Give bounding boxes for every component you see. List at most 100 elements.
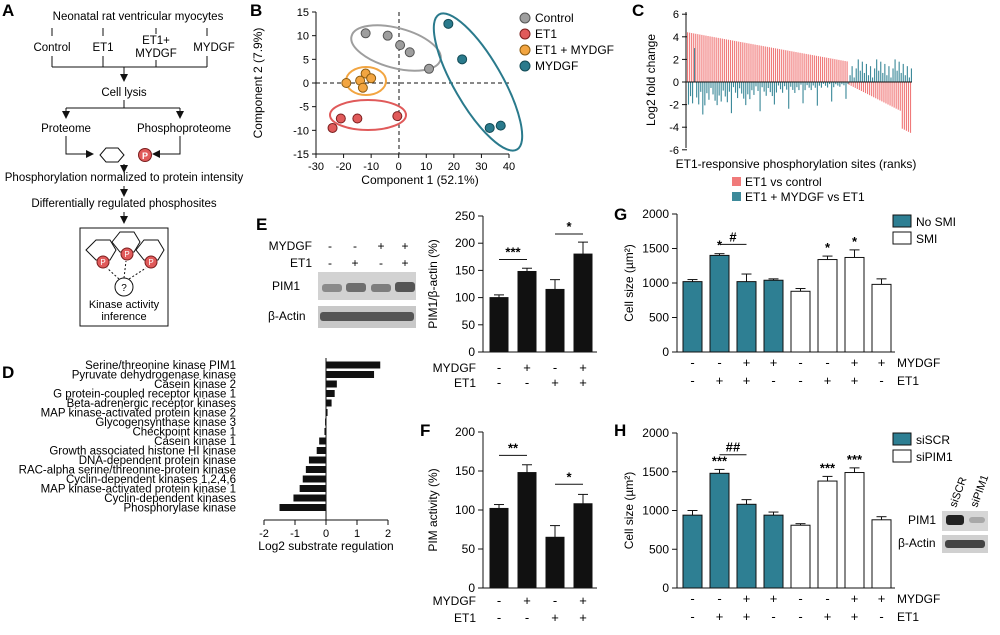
e-row1-sign: + bbox=[523, 360, 531, 375]
c-bar-et1-vs-control bbox=[703, 35, 705, 82]
c-bar-et1-vs-control bbox=[811, 55, 813, 82]
h-pim1-band-siscr bbox=[946, 515, 964, 525]
c-bar-et1-mydgf-vs-et1 bbox=[865, 63, 867, 82]
g-legend: No SMI SMI bbox=[892, 214, 956, 246]
c-bar-et1-mydgf-vs-et1 bbox=[708, 82, 710, 100]
e-row2-sign: - bbox=[525, 375, 529, 390]
c-bar-et1-mydgf-vs-et1 bbox=[822, 82, 825, 84]
d-bar bbox=[302, 475, 326, 483]
c-bar-et1-mydgf-vs-et1 bbox=[743, 82, 745, 99]
kinase-activity-line2: inference bbox=[101, 311, 146, 323]
g-row1-sign: + bbox=[878, 355, 886, 370]
c-bar-et1-vs-control bbox=[746, 43, 748, 82]
c-x-axis-label: ET1-responsive phosphorylation sites (ra… bbox=[676, 157, 917, 171]
g-bar-5 bbox=[817, 259, 838, 353]
substrate-hexagon-middle-icon bbox=[111, 231, 141, 253]
panel-letter-d: D bbox=[2, 363, 14, 382]
c-bar-et1-vs-control bbox=[891, 82, 893, 107]
h-row2-sign: + bbox=[851, 609, 859, 624]
c-bar-et1-mydgf-vs-et1 bbox=[845, 82, 847, 99]
c-bar-et1-mydgf-vs-et1 bbox=[788, 82, 790, 109]
condition-mydgf-combo: MYDGF bbox=[135, 48, 177, 60]
c-bar-et1-mydgf-vs-et1 bbox=[794, 82, 796, 93]
c-bar-et1-mydgf-vs-et1 bbox=[878, 70, 880, 82]
b-point-et1-2 bbox=[352, 113, 363, 124]
c-bar-et1-mydgf-vs-et1 bbox=[751, 82, 753, 91]
g-row2-sign: + bbox=[716, 373, 724, 388]
c-bar-et1-vs-control bbox=[862, 82, 865, 93]
e-ytick-label: 150 bbox=[455, 263, 475, 277]
e-blot-r2-c2: + bbox=[351, 256, 358, 270]
c-bar-et1-vs-control bbox=[736, 41, 738, 82]
b-point-control-1 bbox=[382, 30, 393, 41]
c-bar-et1-vs-control bbox=[907, 82, 910, 132]
c-bar-et1-vs-control bbox=[873, 82, 875, 98]
c-bar-et1-vs-control bbox=[709, 36, 711, 82]
c-bar-et1-mydgf-vs-et1 bbox=[857, 59, 859, 82]
d-category-label: DNA-dependent protein kinase bbox=[79, 455, 236, 467]
c-bar-et1-mydgf-vs-et1 bbox=[896, 70, 898, 82]
h-bar-6 bbox=[844, 472, 865, 589]
e-blot-r1-c3: + bbox=[377, 239, 384, 253]
phospho-circle-icon bbox=[138, 148, 152, 162]
c-bar-et1-vs-control bbox=[885, 82, 887, 104]
legend-et1-vs-control: ET1 vs control bbox=[745, 175, 822, 189]
h-row1-sign: - bbox=[825, 591, 829, 606]
c-bar-et1-vs-control bbox=[852, 82, 854, 87]
e-bar-3 bbox=[573, 253, 593, 353]
g-row1-sign: - bbox=[690, 355, 694, 370]
c-bar-et1-mydgf-vs-et1 bbox=[724, 82, 726, 97]
c-bar-et1-vs-control bbox=[779, 49, 781, 82]
c-bar-et1-vs-control bbox=[881, 82, 883, 102]
c-ytick-label: 0 bbox=[673, 77, 679, 89]
phosphoproteome-label: Phosphoproteome bbox=[137, 123, 231, 135]
c-bar-et1-vs-control bbox=[850, 82, 852, 86]
d-category-label: Pyruvate dehydrogenase kinase bbox=[72, 370, 236, 382]
f-row1-sign: + bbox=[523, 593, 531, 608]
c-bar-et1-vs-control bbox=[803, 53, 805, 82]
c-bar-et1-vs-control bbox=[789, 50, 791, 82]
legend-et1-mydgf: ET1 + MYDGF bbox=[535, 43, 614, 57]
e-pim1-band-4 bbox=[395, 282, 415, 292]
et1-cluster-ellipse bbox=[329, 99, 407, 131]
e-blot-r2-c3: - bbox=[379, 256, 383, 270]
c-bar-et1-vs-control bbox=[748, 43, 750, 82]
phospho-site-right-icon bbox=[144, 255, 158, 269]
d-bar bbox=[326, 390, 335, 397]
h-significance-star: *** bbox=[712, 453, 728, 468]
e-bracket-label: * bbox=[566, 219, 572, 234]
c-bar-et1-mydgf-vs-et1 bbox=[843, 82, 845, 86]
h-bar-7 bbox=[871, 519, 892, 589]
c-bar-et1-vs-control bbox=[756, 44, 758, 82]
c-bar-et1-vs-control bbox=[793, 51, 795, 82]
c-bar-et1-vs-control bbox=[879, 82, 881, 101]
e-blot-r1-c1: - bbox=[328, 239, 332, 253]
c-bar-et1-mydgf-vs-et1 bbox=[765, 82, 767, 96]
c-bar-et1-mydgf-vs-et1 bbox=[700, 82, 702, 92]
c-bar-et1-mydgf-vs-et1 bbox=[800, 82, 802, 85]
c-bar-et1-mydgf-vs-et1 bbox=[810, 82, 812, 91]
c-bar-et1-mydgf-vs-et1 bbox=[839, 82, 841, 87]
e-blot-actin-label: β-Actin bbox=[268, 309, 306, 323]
e-ytick-label: 0 bbox=[468, 345, 475, 359]
c-bar-et1-mydgf-vs-et1 bbox=[757, 82, 759, 91]
p-middle: P bbox=[124, 250, 129, 259]
panel-b-pca-chart: -30 -20 -10 0 10 20 30 40 15 10 5 0 -5 -10 -15 Compone… bbox=[251, 7, 614, 187]
c-bar-et1-vs-control bbox=[895, 82, 897, 109]
g-legend-smi: SMI bbox=[916, 232, 937, 246]
c-bar-et1-vs-control bbox=[826, 57, 828, 82]
panel-letter-a: A bbox=[2, 1, 14, 20]
g-ytick-label: 1500 bbox=[642, 242, 669, 256]
h-row2-label: ET1 bbox=[897, 610, 919, 624]
b-ytick-label: 15 bbox=[297, 7, 309, 19]
f-row2-sign: - bbox=[525, 610, 529, 625]
c-bar-et1-vs-control bbox=[795, 52, 797, 82]
c-bar-et1-vs-control bbox=[840, 60, 842, 82]
c-bar-et1-mydgf-vs-et1 bbox=[833, 82, 835, 88]
h-blot-sipim1-label: siPIM1 bbox=[969, 473, 992, 509]
phospho-site-left-icon bbox=[96, 255, 110, 269]
c-bar-et1-vs-control bbox=[875, 82, 877, 99]
h-blot-siscr-label: siSCR bbox=[948, 476, 970, 509]
b-y-axis-label: Component 2 (7.9%) bbox=[251, 28, 265, 139]
d-bar bbox=[326, 371, 375, 378]
